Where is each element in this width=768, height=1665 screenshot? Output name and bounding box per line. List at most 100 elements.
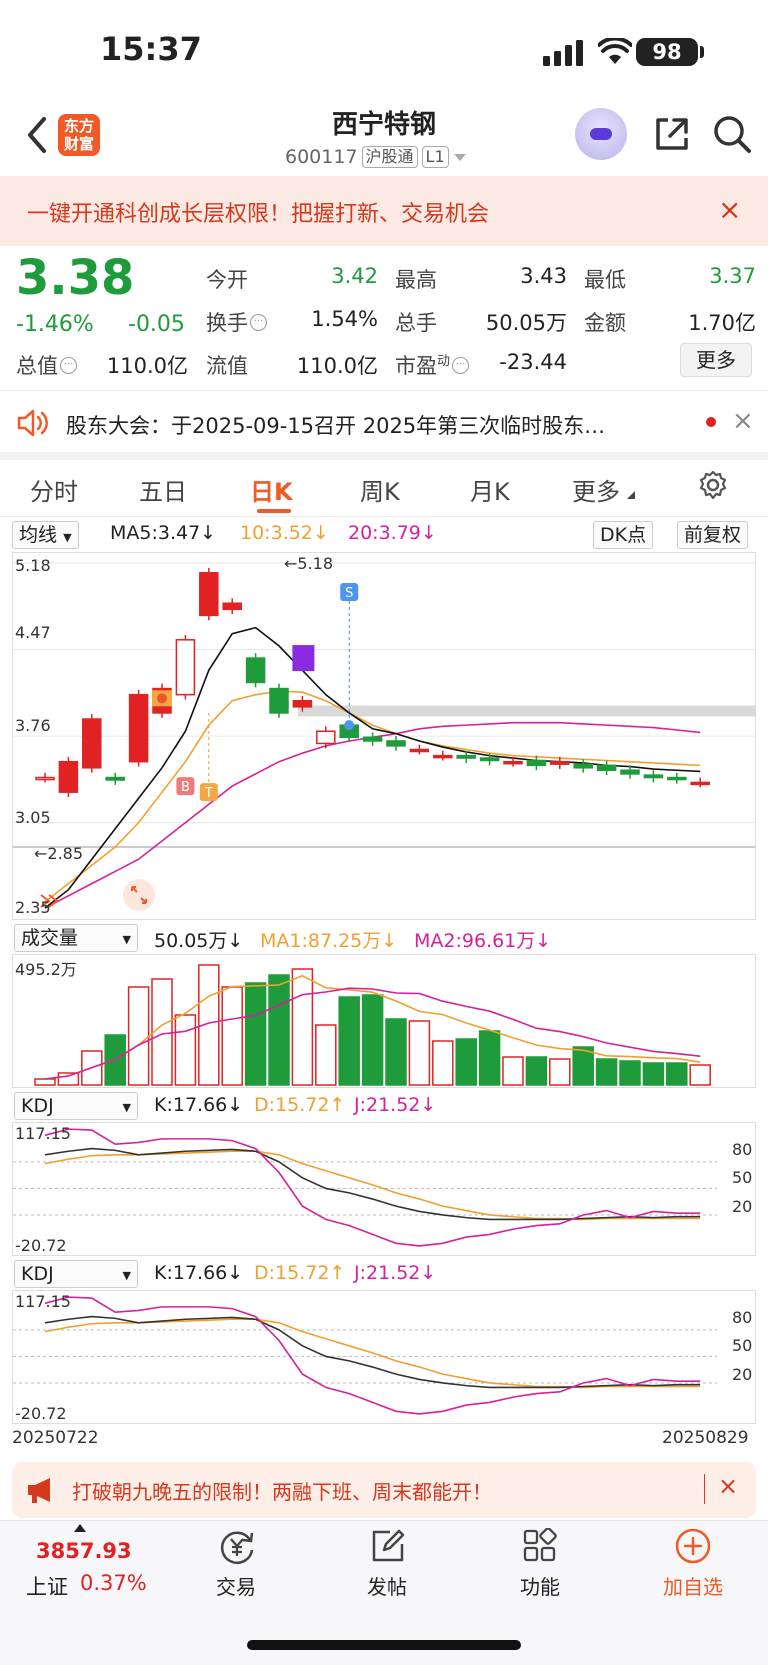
nav-post[interactable]: 发帖 bbox=[367, 1575, 407, 1599]
nav-add-watch[interactable]: 加自选 bbox=[663, 1575, 723, 1599]
promo-banner[interactable] bbox=[0, 176, 768, 246]
low-value: 3.37 bbox=[709, 264, 756, 288]
speaker-icon bbox=[17, 409, 48, 437]
notice-text[interactable]: 股东大会：于2025-09-15召开 2025年第三次临时股东… bbox=[66, 414, 606, 438]
info-icon[interactable]: ··· bbox=[60, 357, 77, 374]
tab-daily-k[interactable]: 日K bbox=[250, 478, 293, 506]
signal-dot bbox=[344, 720, 355, 731]
volume-bar bbox=[595, 1058, 618, 1086]
y-label-2: 4.47 bbox=[15, 623, 51, 642]
index-value[interactable]: 3857.93 bbox=[36, 1539, 132, 1563]
candle-body bbox=[620, 769, 640, 775]
mktcap-label: 总值 ··· bbox=[16, 350, 77, 380]
candle-body bbox=[503, 760, 523, 765]
kdj1-level-20: 20 bbox=[732, 1197, 753, 1216]
tab-more[interactable]: 更多 bbox=[572, 478, 620, 506]
kdj2-top: 117.15 bbox=[15, 1292, 71, 1311]
amount-value: 1.70亿 bbox=[688, 311, 756, 335]
tab-intraday[interactable]: 分时 bbox=[30, 478, 78, 506]
logo-line1: 东方 bbox=[63, 117, 94, 135]
volume-bar bbox=[34, 1078, 56, 1086]
kdj-j-line bbox=[44, 1128, 701, 1247]
kdj-k-line bbox=[44, 1315, 701, 1389]
ad-banner[interactable] bbox=[12, 1462, 756, 1518]
volume-value: 50.05万 bbox=[485, 311, 567, 335]
kdj1-top: 117.15 bbox=[15, 1124, 71, 1143]
candle-body bbox=[269, 687, 289, 714]
avatar-eyes bbox=[590, 128, 612, 140]
ad-close-icon[interactable]: × bbox=[718, 1472, 739, 1500]
volume-value-legend: 50.05万↓ bbox=[154, 930, 244, 952]
index-percent[interactable]: 0.37% bbox=[80, 1571, 147, 1595]
candle-body bbox=[433, 754, 453, 759]
ma-selector[interactable]: 均线 ▼ bbox=[12, 521, 79, 549]
volume-bar bbox=[478, 1030, 501, 1086]
megaphone-icon bbox=[28, 1478, 50, 1503]
promo-close-icon[interactable]: × bbox=[718, 193, 742, 226]
high-value: 3.43 bbox=[520, 264, 567, 288]
candle-body bbox=[456, 754, 476, 759]
volume-chart[interactable] bbox=[12, 954, 756, 1088]
info-icon[interactable]: ··· bbox=[452, 357, 470, 374]
settings-gear-icon[interactable] bbox=[698, 470, 728, 500]
tab-monthly-k[interactable]: 月K bbox=[470, 478, 510, 506]
kdj-selector-2[interactable]: KDJ ▼ bbox=[14, 1260, 138, 1288]
kline-chart[interactable]: S B T bbox=[12, 552, 756, 920]
volume-bar bbox=[689, 1064, 711, 1086]
ma5-legend: MA5:3.47↓ bbox=[110, 522, 217, 544]
more-button[interactable]: 更多 bbox=[680, 343, 752, 377]
volume-selector[interactable]: 成交量 ▼ bbox=[14, 924, 138, 952]
index-name[interactable]: 上证 bbox=[26, 1575, 68, 1599]
connect-tag: 沪股通 bbox=[361, 146, 418, 168]
stock-name: 西宁特钢 bbox=[331, 110, 436, 140]
tab-more-triangle-icon bbox=[627, 491, 635, 499]
tab-five-day[interactable]: 五日 bbox=[139, 478, 187, 506]
stock-subtitle[interactable]: 600117 沪股通 L1 bbox=[285, 146, 467, 168]
volume-bar bbox=[525, 1056, 548, 1086]
chevron-down-icon: ▼ bbox=[122, 933, 131, 946]
candle-body bbox=[316, 730, 336, 745]
nav-function[interactable]: 功能 bbox=[520, 1575, 560, 1599]
ad-text[interactable]: 打破朝九晚五的限制！两融下班、周末都能开！ bbox=[72, 1480, 492, 1504]
info-icon[interactable]: ··· bbox=[250, 314, 267, 331]
adjust-button[interactable]: 前复权 bbox=[677, 521, 749, 549]
share-icon[interactable] bbox=[652, 114, 692, 154]
dk-point-button[interactable]: DK点 bbox=[593, 521, 654, 549]
sell-marker-label: S bbox=[345, 586, 353, 601]
candle-body bbox=[526, 759, 547, 767]
volume-selector-label: 成交量 bbox=[21, 927, 79, 949]
volume-bar bbox=[174, 1014, 197, 1086]
active-tab-indicator bbox=[257, 509, 291, 513]
kdj2-level-20: 20 bbox=[732, 1365, 753, 1384]
float-value: 110.0亿 bbox=[296, 354, 378, 378]
volume-label: 总手 bbox=[395, 311, 437, 335]
date-end: 20250829 bbox=[662, 1428, 749, 1448]
tab-weekly-k[interactable]: 周K bbox=[360, 478, 400, 506]
y-label-min: 2.35 bbox=[15, 898, 51, 917]
volume-bar bbox=[455, 1038, 477, 1086]
chevron-down-icon: ▼ bbox=[63, 531, 72, 544]
kdj-chart-1[interactable] bbox=[12, 1122, 756, 1256]
function-grid-icon[interactable] bbox=[522, 1528, 558, 1564]
kdj-chart-2[interactable] bbox=[12, 1290, 756, 1424]
t-marker-label: T bbox=[204, 786, 213, 801]
notice-close-icon[interactable]: × bbox=[732, 406, 754, 436]
promo-banner-text[interactable]: 一键开通科创成长层权限！把握打新、交易机会 bbox=[27, 202, 490, 227]
add-watchlist-icon[interactable] bbox=[674, 1527, 712, 1565]
pe-value: -23.44 bbox=[499, 350, 567, 374]
search-icon[interactable] bbox=[712, 114, 752, 154]
unread-dot bbox=[706, 417, 716, 427]
pe-label-text: 市盈 bbox=[395, 354, 437, 378]
kdj-selector-1[interactable]: KDJ ▼ bbox=[14, 1092, 138, 1120]
nav-trade[interactable]: 交易 bbox=[216, 1575, 256, 1599]
kdj-selector-label: KDJ bbox=[21, 1263, 54, 1285]
back-arrow-icon[interactable] bbox=[22, 115, 52, 155]
volume-bar bbox=[291, 968, 314, 1086]
volume-bar bbox=[432, 1040, 454, 1086]
volume-bar bbox=[151, 978, 173, 1086]
post-edit-icon[interactable] bbox=[370, 1528, 406, 1564]
trade-yen-icon[interactable] bbox=[218, 1528, 256, 1566]
kdj2-level-50: 50 bbox=[732, 1336, 753, 1355]
expand-button-bg bbox=[123, 879, 155, 911]
logo-line2: 财富 bbox=[63, 135, 94, 153]
